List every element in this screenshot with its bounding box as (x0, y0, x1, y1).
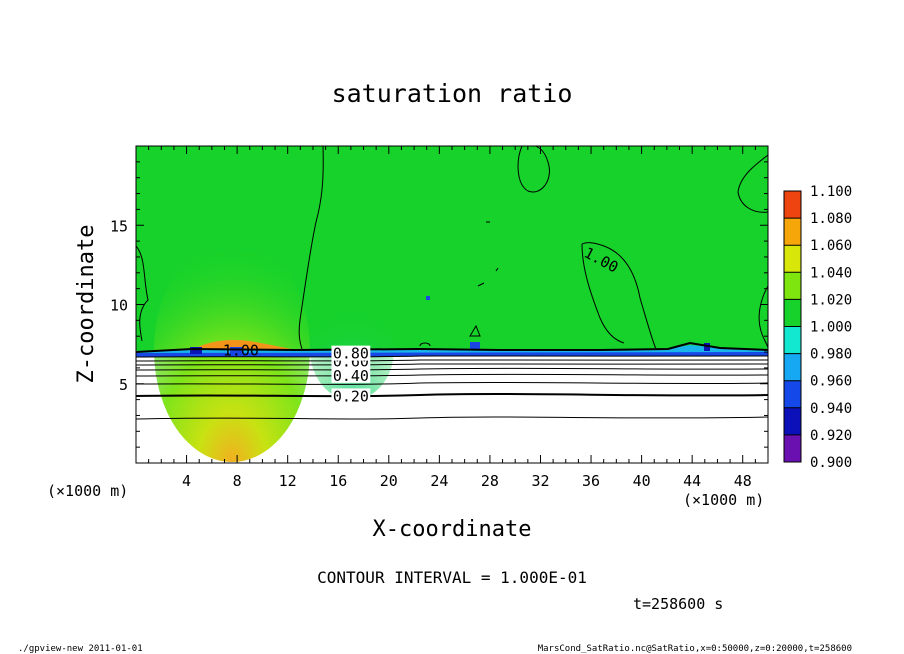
contour-line (136, 416, 768, 420)
chart-title: saturation ratio (332, 79, 573, 108)
colorbar-band (784, 380, 801, 408)
contour-label-text: 0.20 (333, 387, 369, 405)
colorbar-label: 0.980 (810, 347, 852, 363)
x-axis-label: X-coordinate (373, 517, 532, 542)
colorbar-band (784, 434, 801, 462)
colorbar-band (784, 191, 801, 219)
footer-right: MarsCond_SatRatio.nc@SatRatio,x=0:50000,… (538, 644, 852, 654)
contour-line (136, 363, 768, 366)
colorbar-label: 0.920 (810, 428, 852, 444)
contour-lines (136, 146, 768, 420)
x-tick-label: 16 (329, 472, 347, 490)
colorbar-band (784, 299, 801, 327)
x-tick-label: 12 (279, 472, 297, 490)
colorbar-label: 1.080 (810, 211, 852, 227)
colorbar-band (784, 353, 801, 381)
contour-line (136, 341, 768, 353)
x-tick-label: 8 (233, 472, 242, 490)
blue-spot (190, 347, 202, 354)
contour-label-text: 1.00 (223, 341, 259, 359)
time-stamp: t=258600 s (633, 595, 723, 613)
x-tick-label: 48 (734, 472, 752, 490)
colorbar-label: 1.000 (810, 320, 852, 336)
contour-line (136, 373, 768, 377)
contour-labels: 1.000.200.400.600.801.00 (223, 244, 621, 406)
contour-line (581, 242, 657, 350)
x-tick-label: 40 (633, 472, 651, 490)
contour-interval-note: CONTOUR INTERVAL = 1.000E-01 (317, 568, 587, 587)
contour-label-text: 0.40 (333, 367, 369, 385)
colorbar-label: 1.020 (810, 292, 852, 308)
contour-line (136, 381, 768, 385)
colorbar: 0.900 0.920 0.940 0.960 0.980 1.000 1.020 1.040… (783, 184, 852, 471)
blue-spot (426, 296, 430, 300)
warm-core-region (192, 340, 296, 350)
contour-line (495, 267, 499, 272)
x-tick-label: 4 (182, 472, 191, 490)
colorbar-label: 0.900 (810, 455, 852, 471)
x-tick-label: 20 (380, 472, 398, 490)
contour-label-bg (331, 345, 371, 361)
y-tick-label: 5 (119, 376, 128, 394)
contour-label: 0.40 (331, 367, 371, 385)
contour-label-bg (331, 367, 371, 383)
colorbar-label: 1.100 (810, 184, 852, 200)
colorbar-label: 1.040 (810, 265, 852, 281)
x-tick-label: 24 (430, 472, 448, 490)
colorbar-label: 0.960 (810, 374, 852, 390)
contour-line (419, 342, 431, 347)
blue-spot (704, 343, 710, 351)
contour-line (298, 146, 324, 350)
contour-line (136, 393, 768, 398)
contour-label-text: 0.80 (333, 345, 369, 363)
colorbar-label: 1.060 (810, 238, 852, 254)
x-tick-label: 36 (582, 472, 600, 490)
contour-line (758, 285, 768, 349)
contour-label: 0.20 (331, 387, 371, 405)
x-axis-ticks: 4 8 12 16 20 24 28 32 36 40 44 48 (148, 146, 756, 490)
contour-line (136, 245, 149, 342)
contour-line (581, 243, 625, 344)
x-unit-left: (×1000 m) (47, 482, 128, 500)
contour-label: 0.80 (331, 345, 371, 363)
colorbar-band (784, 407, 801, 435)
contour-line (136, 367, 768, 371)
x-tick-label: 32 (531, 472, 549, 490)
x-unit-right: (×1000 m) (683, 491, 764, 509)
blue-spot (470, 342, 480, 349)
contour-line (737, 154, 768, 213)
contour-line (517, 146, 550, 193)
contour-line (136, 355, 768, 358)
colorbar-band (784, 245, 801, 273)
y-tick-label: 15 (110, 217, 128, 235)
y-axis-label: Z-coordinate (74, 225, 99, 384)
plot-area: 1.000.200.400.600.801.00 (136, 146, 768, 463)
colorbar-label: 0.940 (810, 401, 852, 417)
contour-line (136, 359, 768, 362)
contour-line (477, 282, 485, 287)
contour-label: 1.00 (223, 341, 259, 359)
contour-line (469, 324, 481, 337)
contour-label-bg (331, 388, 371, 404)
x-tick-label: 44 (683, 472, 701, 490)
colorbar-band (784, 326, 801, 354)
y-axis-ticks: 5 10 15 (110, 161, 768, 448)
colorbar-band (784, 218, 801, 246)
colorbar-band (784, 272, 801, 300)
y-tick-label: 10 (110, 297, 128, 315)
x-tick-label: 28 (481, 472, 499, 490)
footer-left: ./gpview-new 2011-01-01 (18, 644, 143, 654)
